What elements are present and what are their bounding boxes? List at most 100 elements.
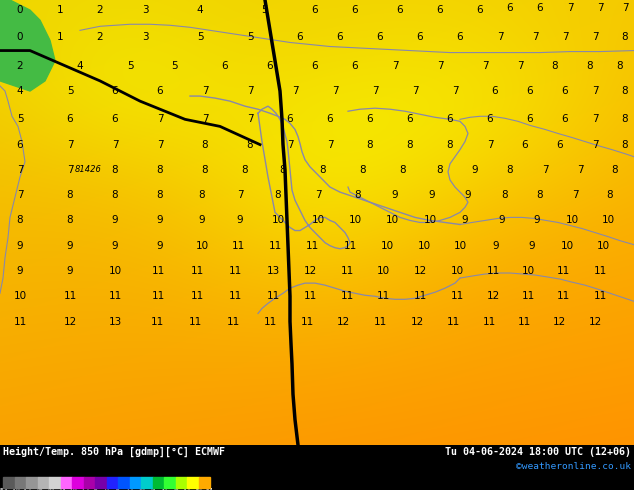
Text: 10: 10: [195, 241, 209, 251]
Text: 8: 8: [507, 165, 514, 175]
Bar: [49, 477, 60, 488]
Bar: [129, 477, 141, 488]
Text: 7: 7: [411, 86, 418, 96]
Text: 7: 7: [572, 190, 578, 200]
Text: 10: 10: [311, 216, 325, 225]
Text: 11: 11: [190, 291, 204, 301]
Text: 6: 6: [406, 114, 413, 124]
Text: 9: 9: [392, 190, 398, 200]
Text: ©weatheronline.co.uk: ©weatheronline.co.uk: [516, 462, 631, 471]
Text: 11: 11: [593, 291, 607, 301]
Text: 9: 9: [112, 241, 119, 251]
Bar: [84, 477, 95, 488]
Text: 10: 10: [385, 216, 399, 225]
Text: 7: 7: [392, 61, 398, 71]
Text: 11: 11: [263, 317, 276, 326]
Text: 6: 6: [527, 114, 533, 124]
Text: 30: 30: [160, 489, 168, 490]
Text: 11: 11: [373, 317, 387, 326]
Text: 8: 8: [622, 32, 628, 43]
Text: 11: 11: [557, 291, 569, 301]
Text: 6: 6: [456, 32, 463, 43]
Text: 11: 11: [486, 266, 500, 276]
Text: 9: 9: [16, 241, 23, 251]
Text: 7: 7: [314, 190, 321, 200]
Text: 8: 8: [406, 140, 413, 149]
Text: 11: 11: [152, 291, 165, 301]
Text: 7: 7: [597, 3, 604, 13]
Text: 7: 7: [157, 140, 164, 149]
Text: 11: 11: [413, 291, 427, 301]
Text: 11: 11: [266, 291, 280, 301]
Text: 8: 8: [622, 140, 628, 149]
Text: 8: 8: [366, 140, 373, 149]
Text: 7: 7: [236, 190, 243, 200]
Text: 4: 4: [197, 5, 204, 15]
Text: 9: 9: [462, 216, 469, 225]
Polygon shape: [0, 0, 55, 91]
Text: 8: 8: [501, 190, 508, 200]
Text: 11: 11: [231, 241, 245, 251]
Text: 11: 11: [446, 317, 460, 326]
Text: 54: 54: [206, 489, 214, 490]
Text: 6: 6: [562, 114, 568, 124]
Text: 11: 11: [593, 266, 607, 276]
Text: 6: 6: [417, 32, 424, 43]
Text: 36: 36: [172, 489, 179, 490]
Text: 6: 6: [562, 86, 568, 96]
Text: 13: 13: [108, 317, 122, 326]
Text: -36: -36: [32, 489, 44, 490]
Text: 8: 8: [437, 165, 443, 175]
Text: 6: 6: [287, 114, 294, 124]
Text: 12: 12: [304, 266, 316, 276]
Text: 6: 6: [327, 114, 333, 124]
Text: 6: 6: [537, 3, 543, 13]
Text: 7: 7: [592, 114, 598, 124]
Text: 4: 4: [16, 86, 23, 96]
Bar: [95, 477, 107, 488]
Text: 6: 6: [352, 61, 358, 71]
Text: 10: 10: [349, 216, 361, 225]
Text: 6: 6: [507, 3, 514, 13]
Text: 7: 7: [247, 86, 254, 96]
Text: 8: 8: [447, 140, 453, 149]
Text: 7: 7: [496, 32, 503, 43]
Text: 10: 10: [380, 241, 394, 251]
Text: 8: 8: [537, 190, 543, 200]
Text: 12: 12: [337, 317, 349, 326]
Bar: [153, 477, 164, 488]
Text: 7: 7: [541, 165, 548, 175]
Text: 11: 11: [13, 317, 27, 326]
Bar: [164, 477, 176, 488]
Text: 8: 8: [586, 61, 593, 71]
Text: 1: 1: [56, 5, 63, 15]
Text: -42: -42: [20, 489, 32, 490]
Text: 10: 10: [417, 241, 430, 251]
Text: 8: 8: [67, 190, 74, 200]
Text: Tu 04-06-2024 18:00 UTC (12+06): Tu 04-06-2024 18:00 UTC (12+06): [445, 447, 631, 457]
Text: 10: 10: [377, 266, 389, 276]
Text: 8: 8: [275, 190, 281, 200]
Text: 8: 8: [202, 165, 209, 175]
Text: 8: 8: [112, 190, 119, 200]
Text: 2: 2: [97, 5, 103, 15]
Text: 8: 8: [202, 140, 209, 149]
Text: 6: 6: [112, 86, 119, 96]
Text: 8: 8: [607, 190, 613, 200]
Text: 9: 9: [67, 241, 74, 251]
Text: 8: 8: [617, 61, 623, 71]
Text: 8: 8: [242, 165, 249, 175]
Text: 7: 7: [67, 165, 74, 175]
Text: 7: 7: [487, 140, 493, 149]
Text: 7: 7: [567, 3, 573, 13]
Text: 10: 10: [450, 266, 463, 276]
Text: 10: 10: [521, 266, 534, 276]
Text: 10: 10: [424, 216, 437, 225]
Text: 6: 6: [112, 114, 119, 124]
Text: 6: 6: [377, 32, 384, 43]
Text: 12: 12: [63, 317, 77, 326]
Text: 7: 7: [451, 86, 458, 96]
Text: 11: 11: [344, 241, 356, 251]
Text: 8: 8: [67, 216, 74, 225]
Text: 11: 11: [482, 317, 496, 326]
